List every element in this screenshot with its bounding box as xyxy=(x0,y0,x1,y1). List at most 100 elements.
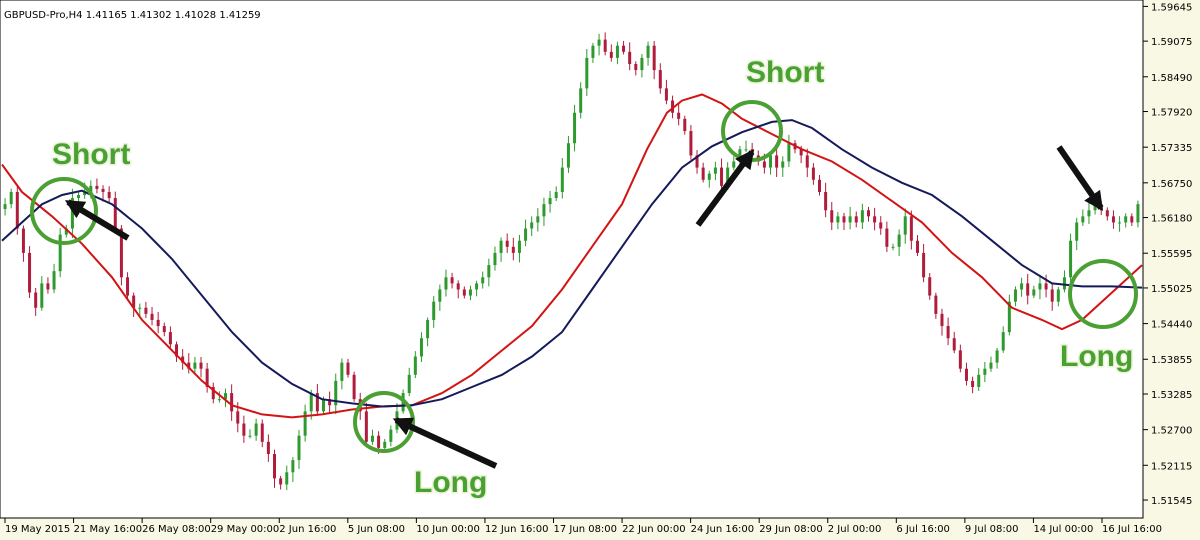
candle-body xyxy=(370,435,374,442)
candle-body xyxy=(126,277,130,296)
candle-body xyxy=(1111,216,1115,223)
candle-body xyxy=(707,173,711,180)
candle-body xyxy=(701,167,705,180)
candle-body xyxy=(664,88,668,101)
candle-body xyxy=(554,191,558,199)
y-tick-label: 1.52700 xyxy=(1151,426,1192,437)
x-tick-label: 29 May 00:00 xyxy=(211,524,280,535)
candle-body xyxy=(52,271,56,290)
candle-body xyxy=(1124,216,1128,223)
candle-body xyxy=(303,411,307,436)
candle-body xyxy=(199,362,203,369)
candle-body xyxy=(156,319,160,327)
y-axis: 1.59645 1.59075 1.58490 1.57920 1.57335 1.567… xyxy=(1143,2,1192,507)
candle-body xyxy=(695,155,699,168)
x-tick-label: 9 Jul 08:00 xyxy=(965,524,1019,535)
candle-body xyxy=(242,423,246,436)
candle-body xyxy=(903,216,907,235)
y-tick-label: 1.57920 xyxy=(1151,108,1192,119)
candle-body xyxy=(217,399,221,401)
candle-body xyxy=(389,429,393,442)
candle-body xyxy=(622,45,626,52)
candle-body xyxy=(824,191,828,211)
candle-body xyxy=(640,57,644,71)
candle-body xyxy=(364,411,368,442)
candle-body xyxy=(511,246,515,253)
y-tick-label: 1.55595 xyxy=(1151,249,1192,260)
x-tick-label: 14 Jul 00:00 xyxy=(1033,524,1093,535)
candle-body xyxy=(236,411,240,424)
candle-body xyxy=(34,292,38,308)
candle-body xyxy=(818,179,822,192)
candle-body xyxy=(964,368,968,381)
x-tick-label: 5 Jun 08:00 xyxy=(348,524,405,535)
y-tick-label: 1.52115 xyxy=(1151,461,1192,472)
candle-body xyxy=(1087,210,1091,217)
annotation-label: Long xyxy=(414,466,487,499)
candle-body xyxy=(940,313,944,327)
candle-body xyxy=(419,338,423,357)
candle-body xyxy=(119,228,123,278)
candle-body xyxy=(683,118,687,132)
candle-body xyxy=(609,51,613,58)
candle-body xyxy=(285,472,289,485)
candle-body xyxy=(720,167,724,186)
candle-body xyxy=(854,216,858,223)
candle-body xyxy=(1056,289,1060,302)
candle-body xyxy=(413,356,417,375)
candle-body xyxy=(860,210,864,223)
candle-body xyxy=(805,155,809,168)
y-tick-label: 1.53285 xyxy=(1151,390,1192,401)
x-tick-label: 22 Jun 00:00 xyxy=(622,524,686,535)
fast-moving-average-line xyxy=(1,93,1143,419)
candle-body xyxy=(1130,216,1134,223)
candle-body xyxy=(560,167,564,192)
candle-body xyxy=(615,45,619,58)
x-tick-label: 21 May 16:00 xyxy=(74,524,143,535)
arrow-icon xyxy=(392,417,498,469)
candle-body xyxy=(407,374,411,394)
candle-body xyxy=(597,39,601,46)
candle-body xyxy=(958,350,962,369)
candle-body xyxy=(628,51,632,64)
candle-body xyxy=(15,191,19,229)
candle-body xyxy=(187,362,191,369)
candle-body xyxy=(995,350,999,363)
candle-body xyxy=(193,362,197,369)
x-tick-label: 24 Jun 16:00 xyxy=(691,524,755,535)
candle-body xyxy=(732,161,736,168)
annotation-label: Short xyxy=(746,56,824,89)
candle-body xyxy=(334,380,338,406)
candle-body xyxy=(150,313,154,320)
candle-body xyxy=(885,228,889,247)
candle-body xyxy=(254,423,258,436)
candle-body xyxy=(95,185,99,189)
candle-body xyxy=(1044,283,1048,290)
candle-body xyxy=(726,167,730,186)
candle-body xyxy=(168,332,172,345)
candle-body xyxy=(77,195,81,199)
candle-body xyxy=(321,399,325,412)
candle-body xyxy=(450,277,454,284)
candle-body xyxy=(677,112,681,119)
candle-body xyxy=(273,454,277,479)
annotation-group-short-1: Short xyxy=(30,137,132,245)
candle-body xyxy=(713,167,717,174)
candle-body xyxy=(989,362,993,369)
y-tick-label: 1.56750 xyxy=(1151,179,1192,190)
y-tick-label: 1.54440 xyxy=(1151,320,1192,331)
candle-body xyxy=(744,149,748,151)
candle-body xyxy=(113,198,117,229)
candle-body xyxy=(585,57,589,89)
x-tick-label: 10 Jun 00:00 xyxy=(416,524,480,535)
candle-body xyxy=(530,222,534,229)
candle-body xyxy=(481,277,485,284)
y-tick-label: 1.59075 xyxy=(1151,37,1192,48)
candle-body xyxy=(811,167,815,180)
candle-body xyxy=(499,240,503,253)
candle-body xyxy=(493,252,497,266)
candle-body xyxy=(1075,222,1079,241)
candle-body xyxy=(144,307,148,314)
x-axis: 19 May 2015 21 May 16:00 26 May 08:00 29 Ma… xyxy=(4,518,1162,535)
